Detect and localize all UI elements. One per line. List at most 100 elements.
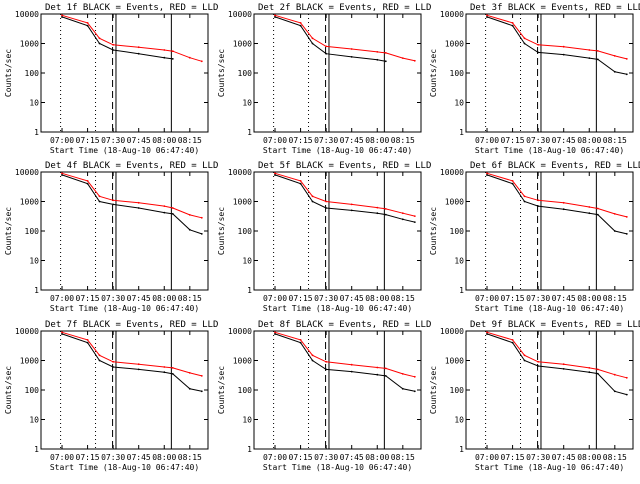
lld-data-point (86, 180, 89, 182)
events-data-point (486, 174, 488, 176)
x-tick-label: 07:45 (340, 294, 364, 303)
y-tick-label: 10 (242, 416, 252, 425)
x-tick-label: 07:00 (475, 136, 499, 145)
x-tick-label: 07:15 (289, 453, 313, 462)
events-data-point (137, 52, 140, 55)
events-data-point (171, 373, 174, 375)
events-data-point (413, 390, 416, 393)
y-tick-label: 1 (34, 128, 39, 137)
lld-series-line (486, 331, 627, 379)
events-data-point (325, 207, 327, 209)
lld-data-point (596, 368, 599, 371)
lld-data-point (625, 376, 628, 379)
events-data-point (200, 233, 203, 235)
events-data-point (137, 207, 140, 209)
x-tick-label: 08:00 (365, 453, 389, 462)
x-tick-label: 07:00 (475, 294, 499, 303)
events-data-point (163, 56, 166, 59)
x-tick-label: 07:45 (127, 294, 151, 303)
x-axis-label: Start Time (18-Aug-10 06:47:40) (475, 146, 624, 155)
panel-1f: Det 1f BLACK = Events, RED = LLD10000100… (4, 3, 218, 155)
panel-4f: Det 4f BLACK = Events, RED = LLD10000100… (4, 161, 218, 313)
y-tick-label: 1 (34, 445, 39, 454)
events-data-point (61, 333, 63, 335)
plot-frame (40, 330, 209, 450)
events-data-point (86, 182, 89, 185)
x-axis-label: Start Time (18-Aug-10 06:47:40) (263, 463, 412, 472)
events-data-point (299, 341, 302, 344)
y-tick-label: 1000 (233, 357, 252, 366)
lld-series-line (61, 331, 202, 377)
events-data-point (171, 213, 174, 215)
events-data-point (274, 16, 276, 18)
lld-data-point (274, 14, 276, 17)
y-tick-label: 100 (238, 227, 253, 236)
x-tick-label: 08:15 (603, 294, 627, 303)
events-data-point (588, 57, 591, 59)
x-tick-label: 07:00 (50, 453, 74, 462)
y-tick-label: 1 (247, 445, 252, 454)
lld-data-point (163, 205, 166, 208)
panel-8f: Det 8f BLACK = Events, RED = LLD10000100… (217, 320, 431, 472)
lld-data-point (274, 331, 276, 334)
x-tick-label: 08:15 (603, 136, 627, 145)
x-tick-label: 07:45 (127, 453, 151, 462)
lld-data-point (376, 206, 379, 209)
lld-data-point (350, 48, 353, 50)
events-series-line (274, 174, 415, 223)
events-data-point (200, 390, 203, 393)
x-axis-label: Start Time (18-Aug-10 06:47:40) (475, 304, 624, 313)
events-data-point (98, 359, 101, 362)
lld-data-point (61, 331, 63, 334)
events-data-point (376, 373, 379, 376)
lld-data-point (562, 363, 565, 366)
lld-data-point (401, 373, 404, 375)
lld-data-point (511, 22, 514, 24)
events-series-line (61, 174, 202, 235)
events-data-point (596, 213, 599, 216)
lld-data-point (588, 49, 591, 51)
y-tick-label: 1000 (233, 198, 252, 207)
x-tick-label: 08:15 (391, 136, 415, 145)
events-data-point (112, 203, 114, 206)
x-tick-label: 07:00 (263, 294, 287, 303)
x-tick-label: 07:45 (127, 136, 151, 145)
events-series-line (274, 16, 386, 62)
events-data-point (562, 53, 565, 56)
lld-data-point (137, 201, 140, 204)
x-tick-label: 08:15 (178, 453, 202, 462)
events-data-point (413, 221, 416, 224)
events-data-point (325, 52, 327, 55)
y-tick-label: 100 (25, 227, 40, 236)
lld-data-point (188, 372, 191, 374)
x-tick-label: 07:00 (475, 453, 499, 462)
lld-data-point (596, 207, 599, 210)
y-tick-label: 10 (29, 257, 39, 266)
panel-title: Det 9f BLACK = Events, RED = LLD (470, 320, 640, 330)
events-data-point (325, 368, 327, 371)
lld-data-point (376, 51, 379, 53)
y-tick-label: 10 (29, 99, 39, 108)
lld-data-point (384, 367, 387, 370)
x-tick-label: 07:30 (526, 136, 550, 145)
events-data-point (613, 230, 616, 232)
y-tick-label: 1000 (445, 357, 464, 366)
lld-data-point (299, 180, 302, 182)
y-tick-label: 1000 (445, 198, 464, 207)
lld-data-point (511, 180, 514, 182)
lld-data-point (376, 366, 379, 369)
panel-title: Det 1f BLACK = Events, RED = LLD (45, 3, 218, 13)
y-tick-label: 1 (459, 128, 464, 137)
y-tick-label: 100 (25, 69, 40, 78)
events-data-point (350, 209, 353, 212)
lld-data-point (523, 195, 526, 198)
events-data-point (350, 370, 353, 373)
lld-data-point (171, 207, 174, 209)
events-data-point (613, 70, 616, 73)
events-data-point (299, 182, 302, 185)
plot-frame (40, 171, 209, 291)
lld-data-point (200, 216, 203, 219)
lld-data-point (401, 57, 404, 59)
lld-data-point (523, 354, 526, 357)
